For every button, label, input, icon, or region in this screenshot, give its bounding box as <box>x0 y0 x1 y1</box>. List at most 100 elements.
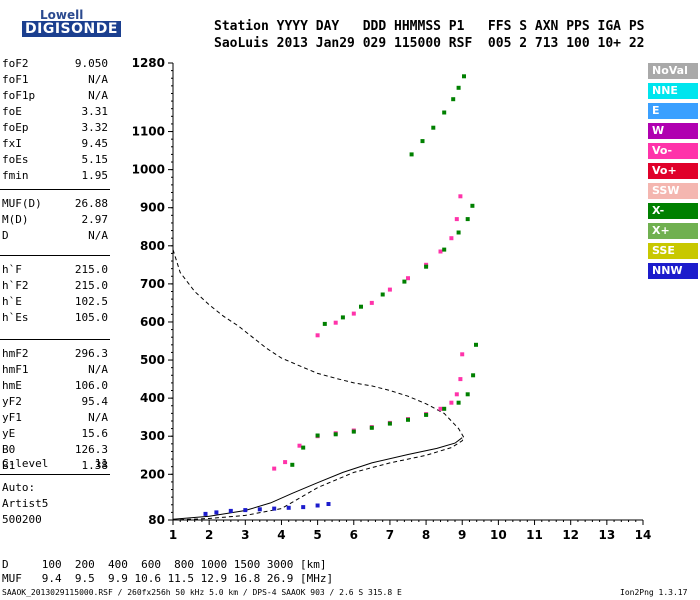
param-value: 95.4 <box>81 395 109 408</box>
auto-label: Auto: <box>2 481 36 494</box>
trace-point <box>454 217 459 222</box>
trace-point <box>438 406 443 411</box>
trace-point <box>369 300 374 305</box>
trace-point <box>340 315 345 320</box>
c-level-value: 11 <box>94 457 108 470</box>
logo-digisonde: DIGISONDE <box>22 21 121 37</box>
legend-item: SSE <box>648 243 698 259</box>
param-name: B1 <box>2 459 16 472</box>
param-name: yE <box>2 427 16 440</box>
param-name: foEs <box>2 153 29 166</box>
param-name: yF1 <box>2 411 22 424</box>
param-value: 2.97 <box>81 213 109 226</box>
chart-axes: 1 2 3 4 5 6 7 8 9 10 11 12 13 14802003004005006007008… <box>132 56 652 542</box>
param-row: foE 3.31 <box>2 104 108 120</box>
trace-point <box>315 333 320 338</box>
param-value: 1.38 <box>81 459 109 472</box>
param-name: MUF(D) <box>2 197 42 210</box>
x-tick-label: 4 <box>277 528 285 542</box>
param-name: B0 <box>2 443 16 456</box>
param-row: h`F2 215.0 <box>2 278 108 294</box>
x-tick-label: 3 <box>241 528 249 542</box>
trace-point <box>359 304 363 309</box>
y-tick-label: 1000 <box>132 163 165 177</box>
trace-point <box>272 506 277 511</box>
x-tick-label: 7 <box>386 528 394 542</box>
param-value: 15.6 <box>81 427 109 440</box>
trace-point <box>257 507 262 512</box>
trace-point <box>458 377 463 382</box>
legend-item: W <box>648 123 698 139</box>
trace-point <box>214 510 219 515</box>
trace-point <box>442 406 447 411</box>
param-row: yF1 N/A <box>2 410 108 426</box>
trace-point <box>283 460 288 465</box>
param-row: fxI 9.45 <box>2 136 108 152</box>
auto-artist: Artist5 <box>2 497 49 510</box>
legend-item: NoVal <box>648 63 698 79</box>
param-row: foEp 3.32 <box>2 120 108 136</box>
param-name: h`E <box>2 295 22 308</box>
param-row: h`F 215.0 <box>2 262 108 278</box>
param-name: yF2 <box>2 395 22 408</box>
param-row: hmE 106.0 <box>2 378 108 394</box>
trace-point <box>449 236 454 241</box>
param-name: M(D) <box>2 213 29 226</box>
trace-point <box>458 194 463 199</box>
trace-point <box>420 139 425 144</box>
x-tick-label: 2 <box>205 528 213 542</box>
y-tick-label: 1280 <box>132 56 165 70</box>
trace-point <box>474 342 478 347</box>
trace-point <box>290 462 295 467</box>
trace-point <box>406 276 410 281</box>
param-row: B1 1.38 <box>2 458 108 474</box>
y-tick-label: 800 <box>140 239 165 253</box>
trace-point <box>387 287 392 292</box>
y-tick-label: 80 <box>148 513 165 527</box>
x-tick-label: 9 <box>458 528 466 542</box>
x-tick-label: 11 <box>526 528 543 542</box>
trace-point <box>315 503 320 508</box>
trace-point <box>326 502 331 506</box>
x-tick-label: 10 <box>490 528 507 542</box>
y-tick-label: 400 <box>140 391 165 405</box>
y-tick-label: 1100 <box>132 125 165 139</box>
trace-point <box>315 433 320 438</box>
trace-point <box>449 400 454 405</box>
footer-muf-row: MUF 9.4 9.5 9.9 10.6 11.5 12.9 16.8 26.9… <box>2 572 334 585</box>
param-name: D <box>2 229 9 242</box>
legend-item: NNE <box>648 83 698 99</box>
param-name: hmF1 <box>2 363 29 376</box>
param-value: 3.31 <box>81 105 109 118</box>
trace-point <box>243 508 248 513</box>
param-separator <box>0 339 110 340</box>
trace-point <box>406 417 410 422</box>
trace-point <box>333 432 338 437</box>
param-value: 9.45 <box>81 137 109 150</box>
legend-item: Vo- <box>648 143 698 159</box>
trace-point <box>465 392 470 397</box>
trace-point <box>454 392 459 397</box>
trace-point <box>301 505 306 510</box>
param-name: foF1p <box>2 89 36 102</box>
param-row: foF1p N/A <box>2 88 108 104</box>
trace-point <box>286 505 291 510</box>
x-tick-label: 13 <box>598 528 615 542</box>
param-value: 5.15 <box>81 153 109 166</box>
y-tick-label: 500 <box>140 353 165 367</box>
x-tick-label: 6 <box>350 528 358 542</box>
legend-item: X+ <box>648 223 698 239</box>
legend-item: SSW <box>648 183 698 199</box>
param-name: hmF2 <box>2 347 29 360</box>
param-separator <box>0 255 110 256</box>
trace-point <box>431 125 436 130</box>
trace-point <box>402 279 407 284</box>
x-tick-label: 8 <box>422 528 430 542</box>
param-name: foF1 <box>2 73 29 86</box>
param-value: N/A <box>88 229 108 242</box>
x-tick-label: 14 <box>635 528 652 542</box>
param-value: 215.0 <box>74 263 108 276</box>
param-row: foEs 5.15 <box>2 152 108 168</box>
param-name: fxI <box>2 137 22 150</box>
